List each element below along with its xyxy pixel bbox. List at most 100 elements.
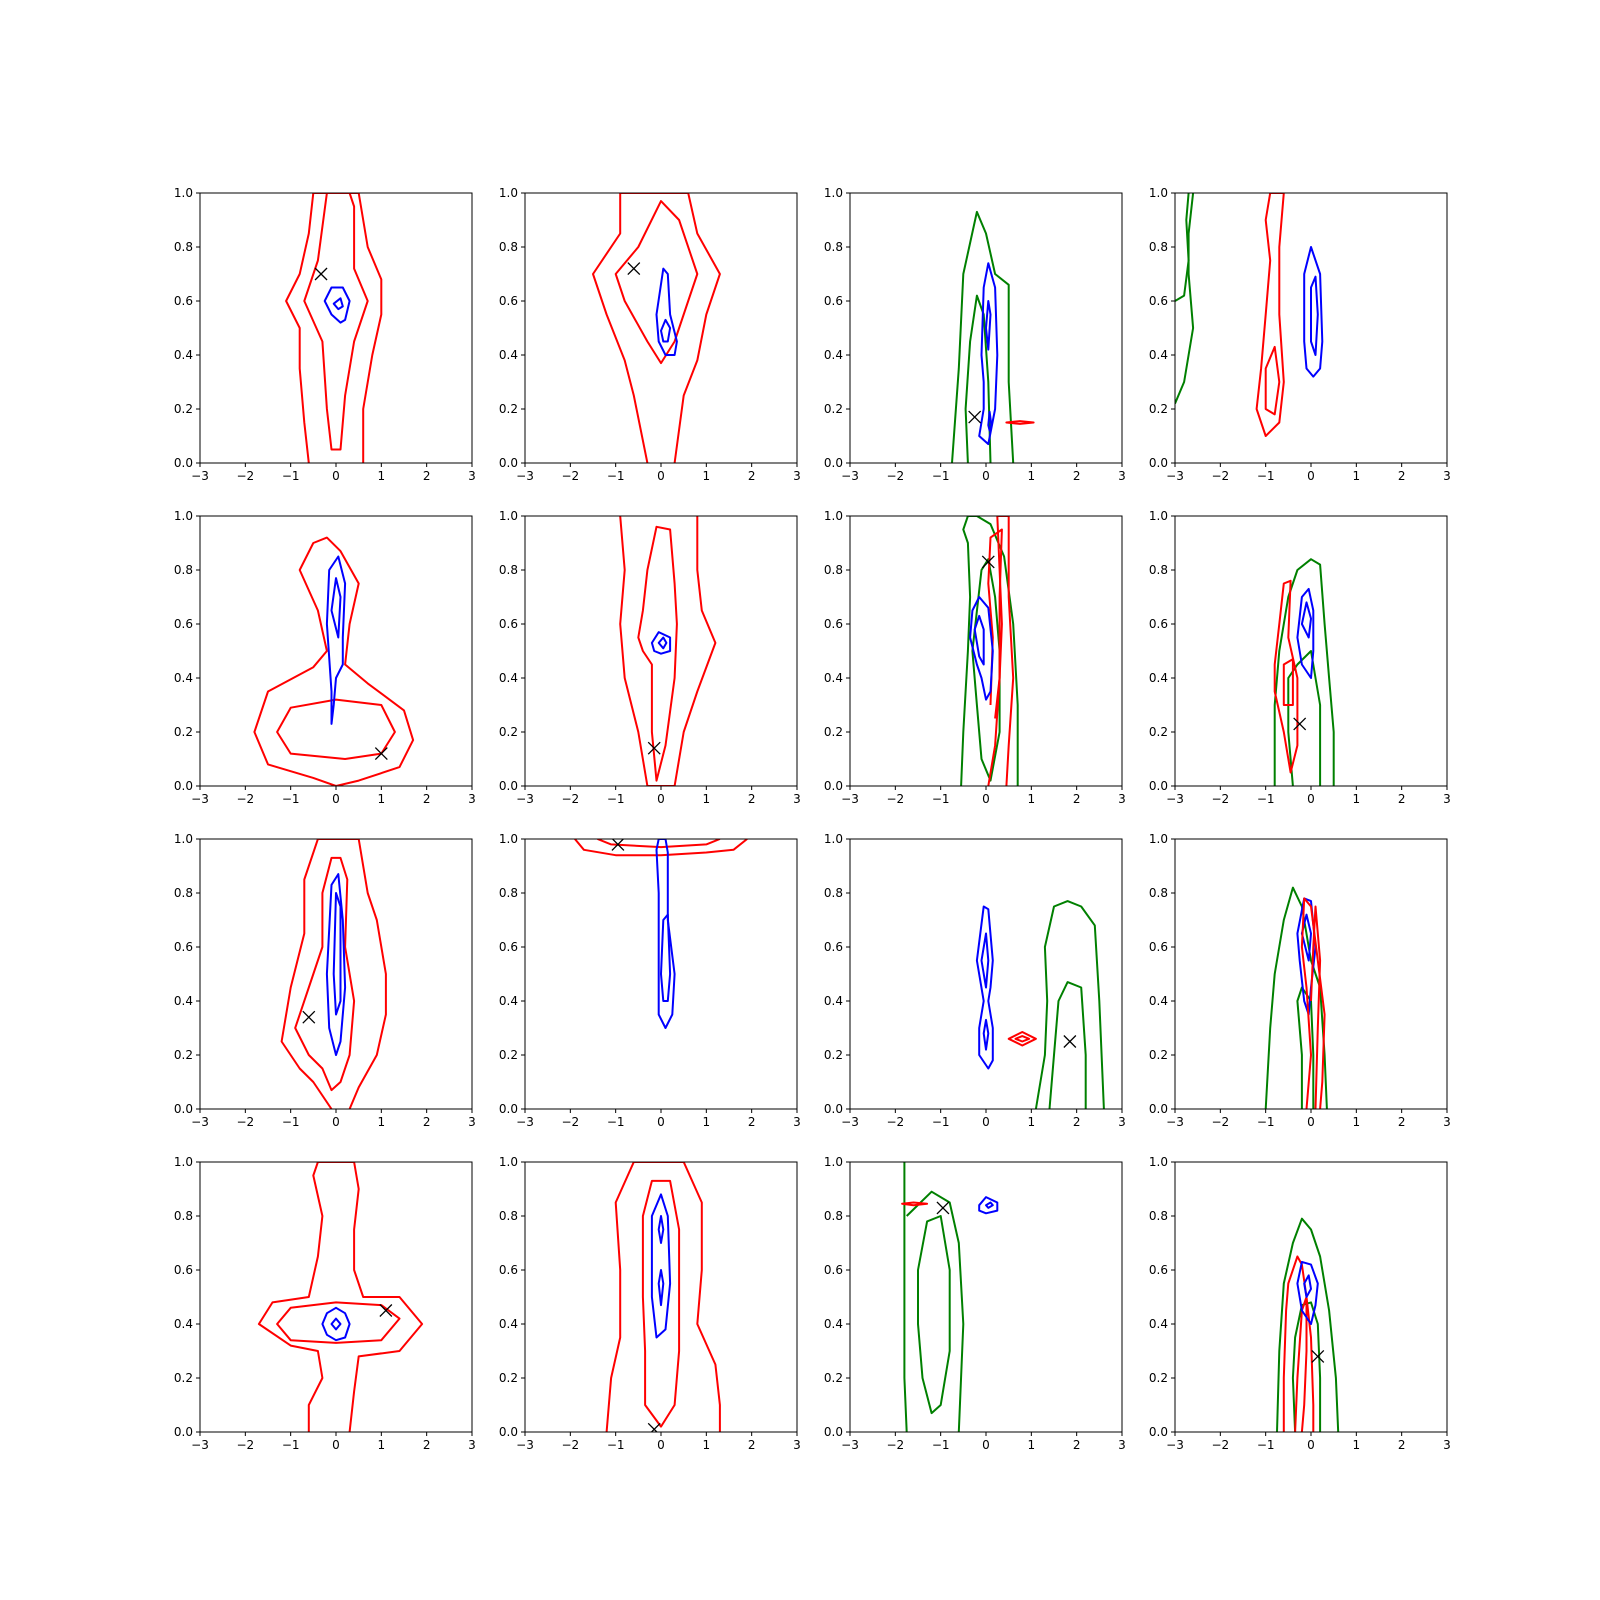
x-tick-label: 3 [468,469,476,483]
x-tick-label: −1 [282,792,300,806]
blue-contour-line [1303,246,1324,378]
x-marker-stroke [611,839,625,851]
green-contour-line [903,1162,908,1432]
y-tick-label: 0.4 [499,994,518,1008]
y-tick-label: 0.6 [1149,294,1168,308]
x-marker [1311,1349,1325,1363]
red-contour-line [597,839,721,849]
x-tick-label: 1 [1353,1115,1361,1129]
subplot-10: −3 −2 −1 0 1 2 3 0.0 0.2 0.4 0.6 0.8 1.0 [499,832,801,1129]
x-tick-label: 0 [657,469,665,483]
x-tick-label: −2 [561,1438,579,1452]
x-tick-label: 3 [1118,1438,1126,1452]
green-contour-line [1034,900,1105,1109]
x-tick-label: −2 [236,1115,254,1129]
y-tick-label: 0.4 [824,1317,843,1331]
x-tick-label: −3 [1166,1115,1184,1129]
y-tick-label: 0.8 [499,886,518,900]
y-tick-label: 0.0 [1149,779,1168,793]
y-tick-label: 1.0 [499,186,518,200]
plot-area [257,1162,424,1432]
y-tick-label: 0.8 [1149,886,1168,900]
x-tick-label: 1 [703,792,711,806]
blue-contour-line [1300,913,1312,962]
red-contour-line [1300,897,1326,1109]
y-tick-label: 0.6 [1149,1263,1168,1277]
x-tick-label: −1 [282,1438,300,1452]
y-tick-label: 1.0 [499,509,518,523]
x-tick-label: 2 [748,792,756,806]
x-tick-label: 1 [703,469,711,483]
y-tick-label: 0.0 [499,1425,518,1439]
x-tick-label: 1 [1028,1115,1036,1129]
y-tick-label: 0.2 [499,725,518,739]
y-tick-label: 0.6 [174,940,193,954]
green-contour-line [917,1215,951,1415]
red-contour-line [303,193,369,451]
red-contour-line [987,528,1003,719]
y-tick-label: 0.6 [499,940,518,954]
red-contour-line [1255,193,1285,437]
y-tick-label: 1.0 [824,186,843,200]
y-tick-label: 1.0 [1149,832,1168,846]
y-tick-label: 0.0 [499,1102,518,1116]
red-contour-line [1273,579,1299,774]
x-tick-label: 3 [1118,469,1126,483]
y-tick-label: 0.6 [174,294,193,308]
blue-contour-line [1296,1260,1319,1325]
y-tick-label: 0.8 [174,1209,193,1223]
y-tick-label: 1.0 [1149,509,1168,523]
plot-area [285,193,383,463]
x-tick-label: −1 [607,1115,625,1129]
x-tick-label: 0 [332,1438,340,1452]
blue-contour-line [660,318,672,343]
blue-contour-line [978,262,999,446]
x-tick-label: 3 [793,469,801,483]
blue-contour-line [987,410,993,432]
blue-contour-line [1310,275,1319,356]
x-tick-label: 3 [1443,792,1451,806]
green-contour-line [1276,1217,1340,1432]
x-marker-stroke [302,1010,316,1024]
x-marker-stroke [1063,1035,1077,1048]
green-contour-line [964,294,992,463]
subplot-16: −3 −2 −1 0 1 2 3 0.0 0.2 0.4 0.6 0.8 1.0 [1149,1155,1451,1452]
x-tick-label: 1 [1028,792,1036,806]
y-tick-label: 1.0 [824,1155,843,1169]
x-marker [968,410,982,424]
green-contour-line [960,516,1019,786]
y-tick-label: 0.4 [824,348,843,362]
x-tick-label: 0 [332,1115,340,1129]
x-tick-label: 0 [982,792,990,806]
x-tick-label: 2 [1073,1438,1081,1452]
y-tick-label: 0.0 [174,1425,193,1439]
x-marker [647,1422,661,1432]
y-tick-label: 0.0 [1149,1102,1168,1116]
y-tick-label: 0.2 [499,1048,518,1062]
y-tick-label: 0.0 [824,779,843,793]
red-contour-line [619,516,717,786]
y-tick-label: 0.4 [174,994,193,1008]
y-tick-label: 0.0 [174,779,193,793]
y-tick-label: 0.8 [1149,240,1168,254]
plot-area [960,516,1019,786]
red-contour-line [614,200,699,365]
x-marker-stroke [936,1201,950,1215]
x-tick-label: 2 [1398,1438,1406,1452]
plot-area [975,900,1105,1109]
subplot-8: −3 −2 −1 0 1 2 3 0.0 0.2 0.4 0.6 0.8 1.0 [1149,509,1451,806]
x-tick-label: −2 [886,1115,904,1129]
y-tick-label: 0.0 [1149,456,1168,470]
x-tick-label: 1 [378,792,386,806]
subplot-5: −3 −2 −1 0 1 2 3 0.0 0.2 0.4 0.6 0.8 1.0 [174,509,476,806]
blue-contour-line [660,913,672,1002]
x-tick-label: 3 [1443,1115,1451,1129]
red-contour-line [285,193,383,463]
x-tick-label: 2 [748,469,756,483]
red-contour-line [1282,1255,1315,1432]
x-tick-label: −2 [886,469,904,483]
x-marker [611,839,625,851]
x-tick-label: −3 [191,792,209,806]
red-contour-line [641,1179,681,1428]
